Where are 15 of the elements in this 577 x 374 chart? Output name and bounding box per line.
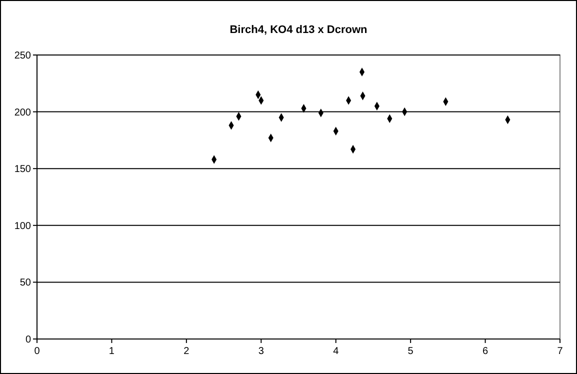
x-tick-label: 5 (408, 346, 414, 357)
x-tick-label: 4 (333, 346, 340, 357)
x-tick-label: 2 (184, 346, 190, 357)
y-tick-label: 150 (14, 164, 32, 176)
x-tick-label: 3 (258, 346, 264, 357)
x-tick-label: 7 (557, 346, 564, 357)
y-tick-label: 200 (14, 107, 32, 118)
chart-title: Birch4, KO4 d13 x Dcrown (230, 24, 368, 36)
x-tick-label: 1 (108, 346, 115, 357)
x-tick-label: 0 (34, 346, 40, 357)
y-tick-label: 250 (14, 50, 32, 62)
y-tick-label: 0 (25, 334, 32, 346)
x-tick-label: 6 (482, 346, 489, 357)
y-tick-label: 50 (20, 278, 32, 289)
y-tick-label: 100 (14, 220, 32, 232)
